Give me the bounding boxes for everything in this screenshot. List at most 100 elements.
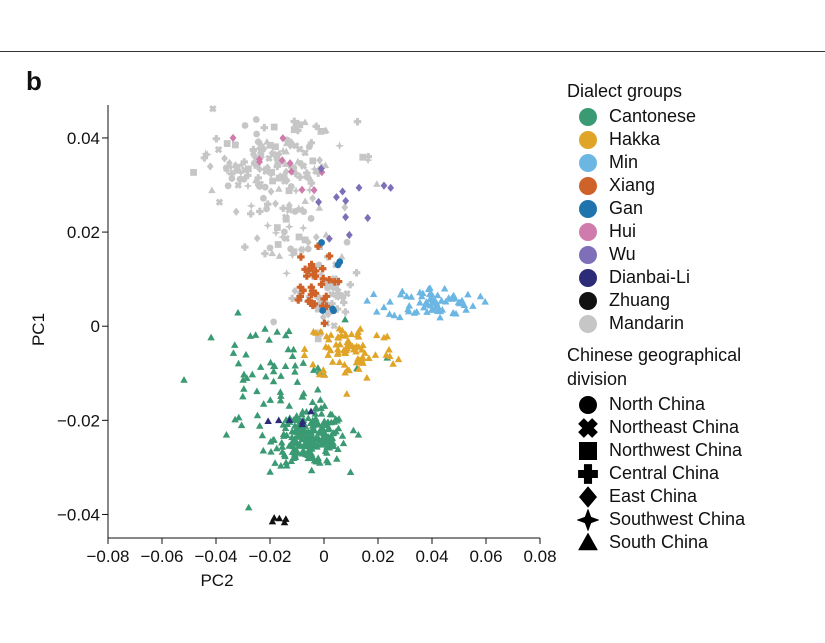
four-point-star-icon [575, 508, 601, 531]
data-point [265, 336, 273, 343]
data-point [404, 305, 412, 313]
data-point [313, 440, 322, 448]
data-point [254, 144, 264, 153]
data-point [273, 444, 281, 452]
data-point [291, 169, 300, 178]
data-point [278, 156, 286, 165]
data-point [315, 370, 324, 378]
data-point [343, 344, 352, 352]
division-legend-label: Northwest China [609, 440, 743, 460]
data-point [437, 296, 446, 304]
dialect-legend-item: Mandarin [567, 312, 787, 335]
data-point [300, 345, 309, 352]
data-point [271, 459, 279, 466]
dialect-legend-label: Wu [609, 244, 636, 264]
data-point [269, 362, 278, 370]
data-point [330, 418, 339, 425]
data-point [336, 258, 344, 266]
data-point [301, 197, 309, 205]
data-point [343, 365, 352, 373]
data-point [275, 185, 283, 192]
data-point [256, 155, 263, 164]
data-point [293, 378, 302, 385]
data-point [226, 162, 236, 172]
data-point [334, 292, 342, 301]
data-point [309, 360, 317, 368]
data-point [233, 167, 241, 174]
data-point [301, 236, 309, 244]
data-point [294, 126, 302, 135]
data-point [318, 434, 327, 442]
data-point [305, 185, 315, 195]
data-point [385, 345, 393, 353]
data-point [316, 396, 325, 403]
division-legend-label: Northeast China [609, 417, 740, 437]
data-point [235, 413, 243, 421]
data-point [294, 157, 302, 165]
data-point [298, 417, 307, 425]
data-point [264, 163, 271, 172]
data-point [246, 201, 256, 211]
data-point [268, 517, 277, 525]
data-point [339, 187, 346, 196]
data-point [244, 503, 253, 511]
data-point [280, 174, 288, 181]
circle-icon [575, 128, 601, 151]
data-point [309, 453, 317, 461]
data-point [369, 290, 378, 297]
data-point [433, 291, 442, 299]
data-point [357, 358, 365, 365]
data-point [317, 404, 325, 411]
data-point [380, 303, 388, 311]
data-point [324, 335, 333, 343]
data-point [476, 292, 485, 300]
data-point [329, 439, 337, 446]
data-point [460, 301, 469, 309]
data-point [275, 174, 283, 182]
data-point [285, 327, 293, 335]
dialect-legend-item: Wu [567, 243, 787, 266]
data-point [261, 249, 269, 258]
data-point [269, 177, 276, 185]
data-point [363, 296, 371, 304]
data-point [298, 223, 308, 233]
data-point [290, 248, 298, 256]
data-point [338, 252, 346, 260]
data-point [320, 402, 329, 409]
data-point [371, 351, 380, 358]
data-point [298, 205, 307, 213]
data-point [340, 361, 349, 368]
data-point [253, 411, 262, 419]
x-tick-label: 0.06 [469, 547, 502, 566]
circle-icon [575, 197, 601, 220]
data-point [423, 300, 431, 308]
data-point [242, 350, 250, 358]
points-layer [180, 105, 489, 526]
data-point [239, 376, 247, 383]
data-point [291, 286, 299, 296]
data-point [307, 466, 316, 474]
data-point [302, 441, 310, 449]
dialect-legend-list: Cantonese Hakka Min Xiang Gan Hui Wu Dianbai-Li… [567, 105, 787, 335]
data-point [450, 294, 459, 302]
data-point [267, 187, 275, 196]
data-point [338, 293, 347, 302]
data-point [237, 421, 246, 429]
data-point [287, 138, 295, 147]
data-point [405, 302, 414, 309]
data-point [298, 407, 307, 415]
data-point [436, 307, 445, 315]
data-point [342, 196, 350, 205]
data-point [307, 215, 315, 222]
data-point [303, 173, 311, 181]
division-legend-item: Central China [567, 462, 787, 485]
data-point [267, 448, 275, 455]
data-point [314, 242, 322, 250]
data-point [347, 330, 356, 337]
data-point [278, 448, 287, 455]
data-point [304, 245, 312, 253]
data-point [314, 335, 322, 343]
data-point [253, 234, 261, 243]
data-point [312, 233, 320, 242]
data-point [333, 455, 341, 462]
